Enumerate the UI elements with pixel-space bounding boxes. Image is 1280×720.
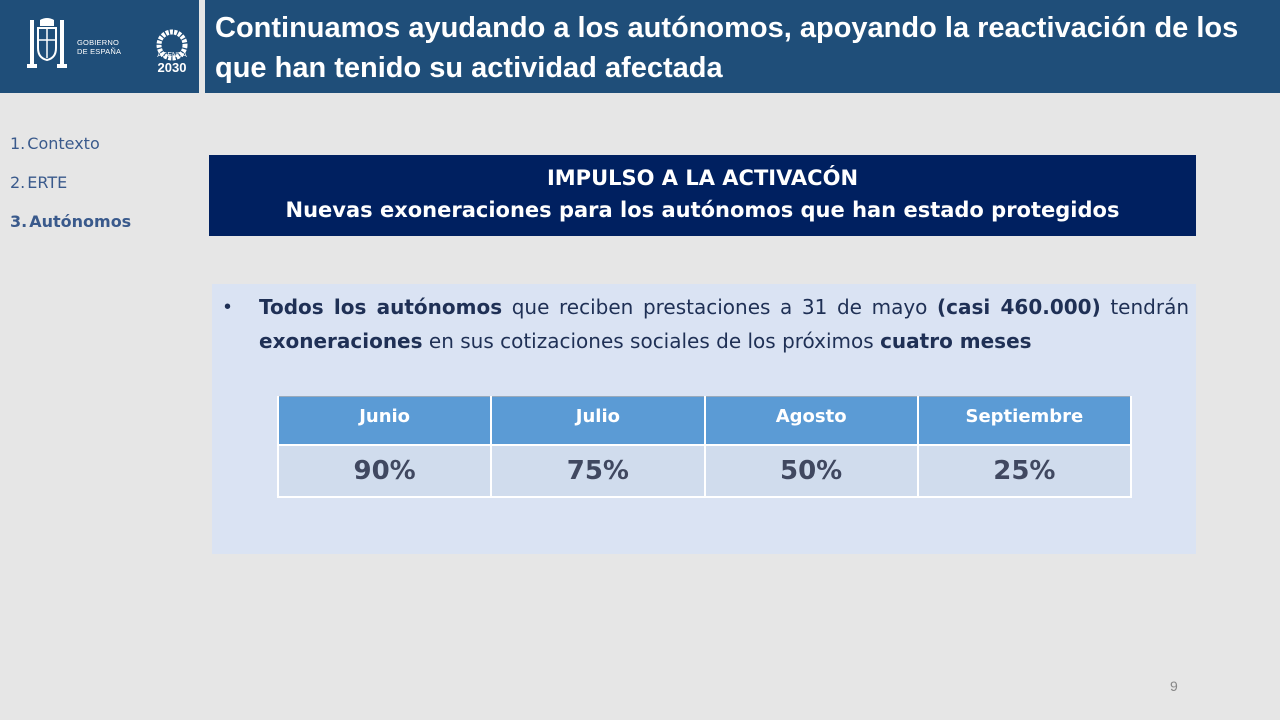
bullet-bold: (casi 460.000)	[937, 295, 1101, 319]
table-cell: 75%	[490, 443, 706, 498]
bullet-text: en sus cotizaciones sociales de los próx…	[422, 329, 881, 353]
nav-number: 2.	[10, 173, 26, 192]
nav-item-contexto[interactable]: 1. Contexto	[10, 134, 131, 154]
header-separator	[199, 0, 205, 93]
gobierno-line2: DE ESPAÑA	[77, 47, 122, 56]
logo-area: GOBIERNO DE ESPAÑA AGENDA 2030	[0, 0, 199, 93]
nav-item-erte[interactable]: 2. ERTE	[10, 173, 131, 193]
bullet-paragraph: Todos los autónomos que reciben prestaci…	[259, 290, 1189, 358]
agenda-year: 2030	[157, 60, 187, 75]
table-header-cell: Septiembre	[916, 396, 1133, 446]
table-cell: 90%	[276, 443, 493, 498]
nav-number: 1.	[10, 134, 26, 153]
table-cell: 25%	[916, 443, 1133, 498]
agenda-2030-wheel-icon	[156, 29, 188, 61]
table-header-cell: Junio	[276, 396, 493, 446]
slide-title: Continuamos ayudando a los autónomos, ap…	[215, 12, 1239, 84]
bullet-text: que reciben prestaciones a 31 de mayo	[502, 295, 938, 319]
bullet-text: tendrán	[1100, 295, 1190, 319]
nav-label: Contexto	[27, 134, 100, 153]
table-header-cell: Agosto	[703, 396, 919, 446]
bullet-bold: Todos los autónomos	[259, 295, 503, 319]
nav-label: ERTE	[27, 173, 68, 192]
section-nav: 1. Contexto 2. ERTE 3. Autónomos	[10, 134, 131, 251]
table-header-row: Junio Julio Agosto Septiembre	[276, 396, 1133, 446]
slide-header: GOBIERNO DE ESPAÑA AGENDA 2030 Continuam…	[0, 0, 1280, 93]
bullet-bold: cuatro meses	[880, 329, 1032, 353]
banner-subtitle: Nuevas exoneraciones para los autónomos …	[285, 198, 1120, 222]
table-row: 90% 75% 50% 25%	[276, 443, 1133, 498]
nav-item-autonomos[interactable]: 3. Autónomos	[10, 212, 131, 232]
bullet-icon: •	[224, 296, 232, 318]
gobierno-text: GOBIERNO DE ESPAÑA	[77, 38, 121, 56]
bullet-bold: exoneraciones	[259, 329, 423, 353]
gobierno-line1: GOBIERNO	[77, 38, 120, 47]
nav-number: 3.	[10, 212, 28, 231]
coat-of-arms-icon	[27, 18, 67, 68]
exoneration-table: Junio Julio Agosto Septiembre 90% 75% 50…	[276, 396, 1133, 498]
nav-label: Autónomos	[29, 212, 132, 231]
table-cell: 50%	[703, 443, 919, 498]
banner-title: IMPULSO A LA ACTIVACÓN	[546, 166, 859, 190]
section-banner: IMPULSO A LA ACTIVACÓN Nuevas exoneracio…	[209, 155, 1196, 236]
agenda-label: AGENDA	[157, 52, 187, 59]
table-header-cell: Julio	[490, 396, 706, 446]
page-number: 9	[1170, 678, 1178, 694]
